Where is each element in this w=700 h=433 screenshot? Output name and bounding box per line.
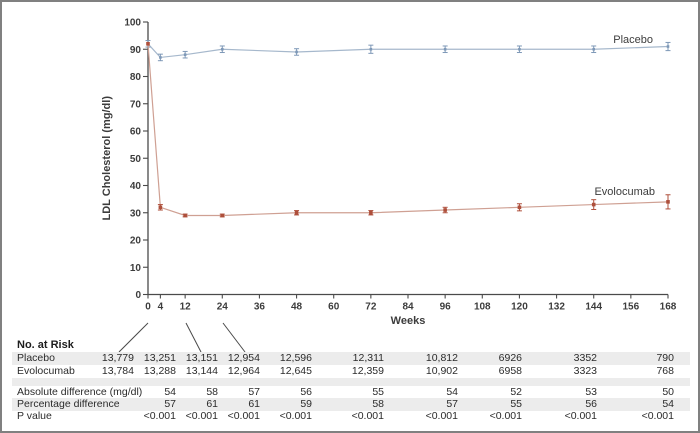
x-tick-label: 96 [440, 302, 452, 313]
marker-placebo [220, 47, 224, 51]
marker-placebo [183, 53, 187, 56]
marker-evolocumab [591, 202, 596, 207]
x-tick-label: 4 [158, 302, 164, 313]
x-tick-label: 144 [585, 302, 602, 313]
marker-placebo [592, 47, 596, 51]
x-tick-label: 60 [328, 302, 340, 313]
series-line-evolocumab [147, 43, 669, 217]
y-tick-label: 50 [130, 154, 142, 165]
series-label-evolocumab: Evolocumab [594, 186, 655, 198]
marker-evolocumab [146, 42, 150, 46]
marker-evolocumab [294, 210, 299, 215]
marker-evolocumab [158, 205, 163, 210]
y-axis-title: LDL Cholesterol (mg/dl) [101, 96, 113, 221]
x-tick-label: 48 [291, 302, 303, 313]
x-tick-label: 72 [365, 302, 377, 313]
y-tick-label: 100 [124, 18, 141, 29]
table-callout-line [222, 322, 246, 353]
x-tick-label: 36 [254, 302, 266, 313]
table-callout-line [118, 322, 149, 353]
series-line-placebo [147, 43, 669, 59]
y-tick-label: 70 [130, 99, 142, 110]
axes [147, 22, 668, 296]
marker-placebo [666, 45, 670, 48]
x-tick-label: 0 [145, 302, 151, 313]
y-tick-label: 0 [135, 290, 141, 301]
marker-evolocumab [666, 200, 670, 204]
marker-evolocumab [369, 210, 373, 215]
y-tick-label: 20 [130, 236, 142, 247]
x-tick-label: 84 [402, 302, 414, 313]
marker-placebo [443, 47, 447, 51]
x-tick-label: 12 [180, 302, 192, 313]
x-tick-label: 108 [474, 302, 491, 313]
x-tick-label: 132 [548, 302, 565, 313]
y-tick-label: 30 [130, 208, 142, 219]
marker-placebo [518, 47, 521, 51]
table-callout-line [185, 322, 202, 353]
x-tick-label: 168 [660, 302, 677, 313]
marker-evolocumab [443, 208, 447, 212]
y-tick-label: 60 [130, 127, 142, 138]
y-tick-label: 10 [130, 263, 142, 274]
marker-evolocumab [220, 213, 225, 218]
marker-placebo [159, 56, 162, 59]
marker-placebo [295, 50, 298, 54]
series-label-placebo: Placebo [613, 34, 653, 46]
y-tick-label: 80 [130, 72, 142, 83]
marker-placebo [369, 47, 373, 51]
x-tick-label: 156 [623, 302, 640, 313]
x-axis-title: Weeks [391, 315, 426, 327]
x-tick-label: 24 [217, 302, 229, 313]
x-tick-label: 120 [511, 302, 528, 313]
y-tick-label: 90 [130, 45, 142, 56]
marker-evolocumab [183, 213, 187, 218]
y-tick-label: 40 [130, 181, 142, 192]
marker-evolocumab [517, 205, 522, 210]
